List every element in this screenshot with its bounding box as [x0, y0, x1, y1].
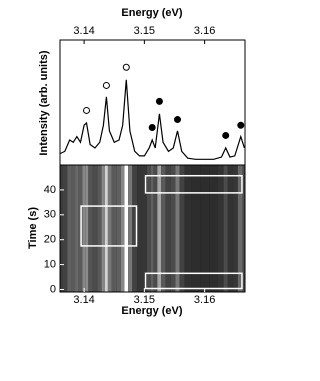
image-column: [67, 165, 72, 292]
image-column: [157, 165, 162, 292]
image-column: [88, 165, 93, 292]
image-column: [237, 165, 243, 292]
spectrum-line: [59, 79, 245, 160]
image-column: [137, 165, 142, 292]
x-label-top: Energy (eV): [121, 7, 182, 19]
image-column: [60, 165, 63, 292]
roi-box: [80, 205, 138, 247]
image-column: [75, 165, 79, 292]
image-column: [85, 165, 89, 292]
image-column: [165, 165, 171, 292]
image-column: [153, 165, 158, 292]
image-column: [223, 165, 228, 292]
image-column: [82, 165, 86, 292]
image-column: [128, 165, 133, 292]
x-tick-label-top: 3.14: [73, 25, 94, 37]
image-column: [111, 165, 117, 292]
x-tick-label-top: 3.16: [194, 25, 215, 37]
image-column: [146, 165, 151, 292]
image-column: [132, 165, 138, 292]
image-column: [200, 165, 210, 292]
image-column: [104, 165, 108, 292]
image-column: [101, 165, 105, 292]
peak-marker: [155, 97, 163, 105]
roi-box: [144, 174, 243, 194]
image-column: [184, 165, 192, 292]
peak-marker: [83, 106, 91, 114]
x-label-bottom: Energy (eV): [121, 305, 182, 317]
image-column: [120, 165, 125, 292]
y-tick-label: 20: [44, 234, 56, 246]
image-column: [107, 165, 112, 292]
x-tick-label-bottom: 3.16: [194, 294, 215, 306]
x-tick-label-top: 3.15: [134, 25, 155, 37]
image-column: [175, 165, 180, 292]
image-column: [191, 165, 201, 292]
y-tick-label: 40: [44, 184, 56, 196]
y-tick-label: 30: [44, 209, 56, 221]
peak-marker: [122, 63, 130, 71]
image-column: [141, 165, 147, 292]
image-column: [161, 165, 166, 292]
image-column: [71, 165, 76, 292]
image-column: [124, 165, 129, 292]
image-column: [92, 165, 98, 292]
image-column: [150, 165, 154, 292]
peak-marker: [237, 121, 245, 129]
image-frame: [59, 164, 246, 293]
image-column: [242, 165, 245, 292]
image-column: [116, 165, 121, 292]
image-column: [179, 165, 185, 292]
image-column: [97, 165, 102, 292]
x-tick-label-bottom: 3.14: [73, 294, 94, 306]
image-column: [227, 165, 233, 292]
y-label-bottom: Time (s): [27, 207, 39, 249]
y-label-top: Intensity (arb. units): [38, 50, 50, 155]
image-column: [217, 165, 224, 292]
image-column: [209, 165, 218, 292]
peak-marker: [174, 116, 182, 124]
peak-marker: [222, 131, 230, 139]
plot-frame: [59, 39, 246, 166]
roi-box: [144, 272, 243, 290]
y-tick-label: 10: [44, 259, 56, 271]
peak-marker: [148, 124, 156, 131]
image-column: [62, 165, 68, 292]
peak-marker: [102, 81, 110, 89]
x-tick-label-bottom: 3.15: [134, 294, 155, 306]
figure: Energy (eV) Energy (eV) Intensity (arb. …: [27, 7, 246, 317]
y-tick-label: 0: [50, 283, 56, 295]
image-column: [170, 165, 176, 292]
image-column: [232, 165, 238, 292]
